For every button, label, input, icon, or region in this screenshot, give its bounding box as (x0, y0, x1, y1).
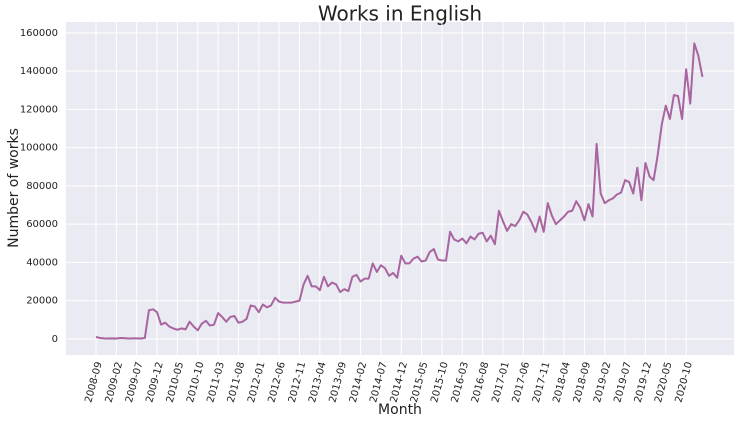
x-tick-label: 2009-02 (104, 361, 125, 404)
x-tick-label: 2020-05 (653, 361, 674, 404)
x-tick-label: 2017-11 (531, 361, 552, 404)
x-tick-label: 2008-09 (83, 361, 104, 404)
x-tick-label: 2010-10 (185, 361, 206, 404)
y-tick-label: 0 (52, 334, 58, 345)
x-tick-label: 2015-05 (409, 361, 430, 404)
y-axis-label: Number of works (6, 128, 22, 248)
x-tick-label: 2014-12 (389, 361, 410, 404)
x-axis-label: Month (378, 402, 422, 418)
line (95, 42, 704, 340)
x-tick-label: 2013-09 (328, 361, 349, 404)
x-tick-label: 2014-07 (368, 361, 389, 404)
x-tick-label: 2013-04 (307, 361, 328, 404)
y-tick-label: 120000 (20, 104, 58, 115)
x-tick-label: 2009-07 (124, 361, 145, 404)
x-tick-label: 2010-05 (165, 361, 186, 404)
x-tick-label: 2012-11 (287, 361, 308, 404)
x-tick-label: 2019-12 (633, 361, 654, 404)
x-tick-label: 2009-12 (144, 361, 165, 404)
x-tick-label: 2014-02 (348, 361, 369, 404)
y-tick-label: 40000 (26, 257, 58, 268)
x-tick-label: 2012-06 (267, 361, 288, 404)
x-tick-label: 2016-08 (470, 361, 491, 404)
y-tick-label: 20000 (26, 296, 58, 307)
x-tick-label: 2018-09 (572, 361, 593, 404)
y-tick-label: 160000 (20, 28, 58, 39)
x-tick-label: 2017-06 (511, 361, 532, 404)
y-tick-label: 60000 (26, 219, 58, 230)
x-tick-label: 2019-07 (612, 361, 633, 404)
y-tick-label: 100000 (20, 143, 58, 154)
x-tick-label: 2016-03 (450, 361, 471, 404)
x-tick-label: 2015-10 (429, 361, 450, 404)
x-tick-label: 2011-08 (226, 361, 247, 404)
x-tick-label: 2017-01 (490, 361, 511, 404)
y-tick-label: 140000 (20, 66, 58, 77)
chart-title: Works in English (318, 2, 482, 26)
x-tick-label: 2012-01 (246, 361, 267, 404)
y-tick-label: 80000 (26, 181, 58, 192)
x-tick-label: 2018-04 (551, 361, 572, 404)
marks (95, 42, 704, 340)
x-tick-label: 2011-03 (205, 361, 226, 404)
x-tick-label: 2020-10 (674, 361, 695, 404)
x-tick-label: 2019-02 (592, 361, 613, 404)
